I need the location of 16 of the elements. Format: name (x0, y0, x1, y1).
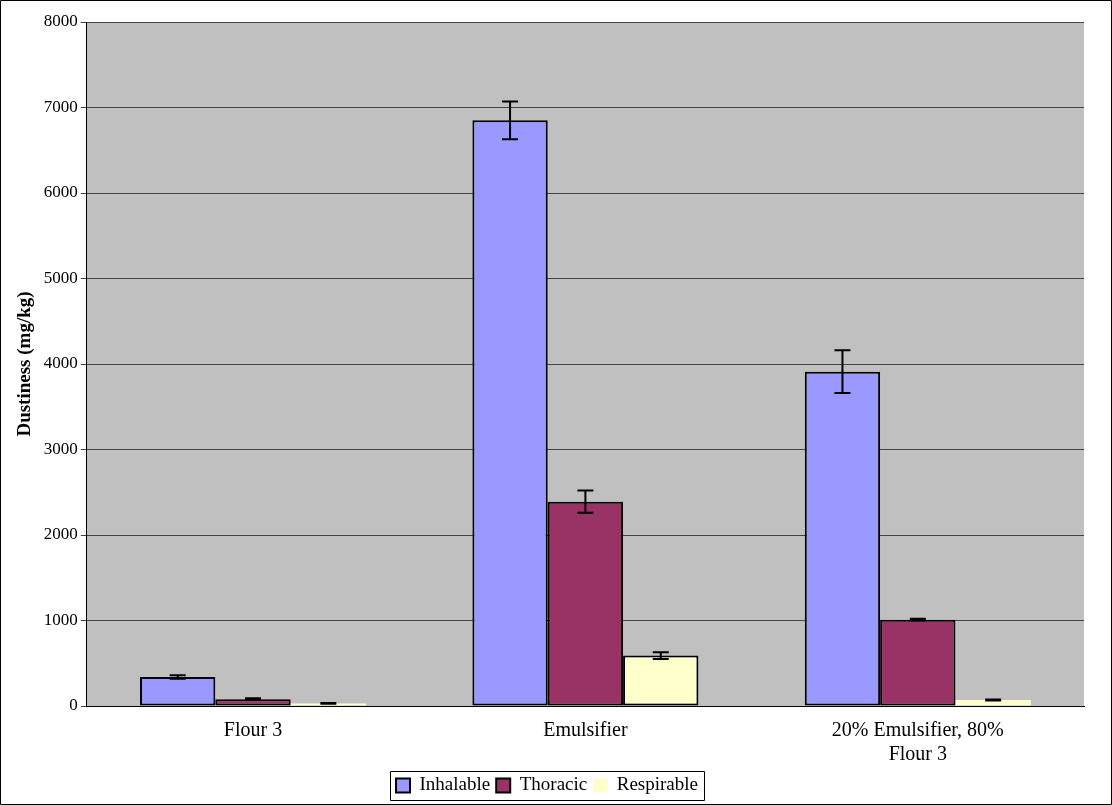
y-tick-label: 5000 (43, 267, 78, 287)
y-tick-label: 0 (69, 695, 78, 715)
y-axis-title: Dustiness (mg/kg) (13, 291, 36, 437)
y-tick-label: 8000 (43, 11, 78, 31)
y-tick-label: 1000 (43, 609, 78, 629)
y-tick-label: 2000 (43, 524, 78, 544)
y-tick-label: 4000 (43, 353, 78, 373)
legend-label: Respirable (616, 773, 698, 795)
y-tick-label: 7000 (43, 96, 78, 116)
y-tick-label: 3000 (43, 438, 78, 458)
x-tick-label: Emulsifier (543, 718, 628, 741)
x-tick-label: Flour 3 (223, 718, 283, 741)
legend-label: Thoracic (519, 773, 588, 795)
y-tick-label: 6000 (43, 182, 78, 202)
legend-label: Inhalable (419, 773, 491, 795)
x-tick-label: 20% Emulsifier, 80% Flour 3 (831, 718, 1004, 765)
